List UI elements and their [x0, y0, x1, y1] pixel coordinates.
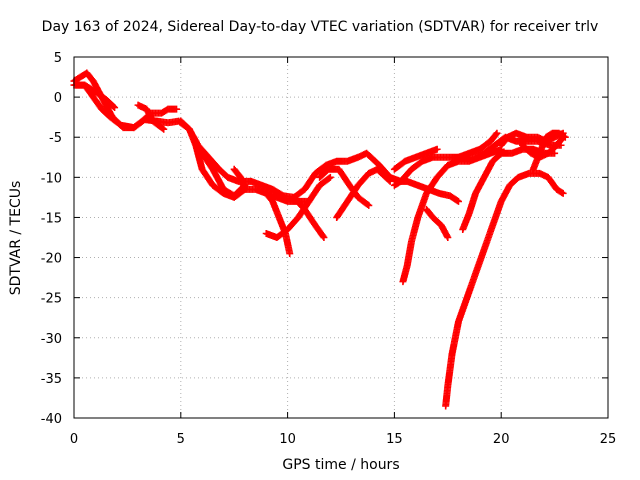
data-point [241, 185, 249, 193]
data-point [433, 145, 441, 153]
data-point [444, 234, 452, 241]
y-tick-label: 0 [54, 91, 62, 106]
plot-frame [73, 56, 609, 419]
data-point [320, 234, 328, 241]
series-arc-15 [390, 145, 441, 173]
data-point [319, 232, 327, 240]
data-point [558, 189, 566, 197]
x-axis-label: GPS time / hours [282, 457, 400, 473]
data-point [160, 125, 168, 133]
data-point [365, 201, 373, 209]
data-point [385, 176, 393, 184]
series-arc-7 [230, 165, 249, 193]
data-point [325, 174, 333, 182]
data-point [386, 177, 394, 185]
series-arc-4 [134, 101, 168, 133]
data-point [110, 103, 118, 111]
grid [74, 57, 608, 418]
series-arc-10 [290, 193, 328, 241]
series-arc-19 [454, 129, 501, 161]
y-tick-label: -25 [41, 292, 62, 307]
series-arc-3 [72, 81, 119, 112]
data-point [173, 105, 181, 113]
y-tick-label: -5 [49, 131, 62, 146]
series-arc-13 [390, 177, 462, 205]
chart-title: Day 163 of 2024, Sidereal Day-to-day VTE… [41, 19, 599, 35]
y-tick-label: -15 [41, 211, 62, 226]
data-point [559, 133, 567, 141]
data-point [558, 134, 566, 142]
data-point [454, 197, 462, 205]
series-arc-22 [519, 133, 567, 161]
y-tick-label: -20 [41, 252, 62, 267]
data-point [159, 124, 167, 132]
series-arc-11 [316, 165, 373, 209]
series-arc-6 [190, 133, 249, 200]
x-tick-label: 5 [177, 432, 185, 447]
series-arc-16 [422, 205, 452, 241]
series-arc-17 [442, 169, 567, 410]
y-axis-label: SDTVAR / TECUs [8, 180, 24, 296]
x-tick-label: 0 [70, 432, 78, 447]
y-tick-label: -10 [41, 171, 62, 186]
axes: 0 5 10 15 20 25 5 0 -5 -10 -15 -20 -25 -30 -35 -40 [41, 51, 617, 447]
data-marks [70, 69, 569, 410]
data-point [493, 129, 501, 137]
x-tick-label: 20 [493, 432, 510, 447]
data-point [492, 130, 500, 138]
data-point [364, 201, 372, 209]
data-point [326, 173, 334, 181]
y-tick-label: -30 [41, 332, 62, 347]
x-tick-label: 10 [279, 432, 296, 447]
y-tick-label: -40 [41, 412, 62, 427]
series-arc-12 [333, 165, 394, 221]
data-point [111, 104, 119, 112]
data-point [559, 189, 567, 197]
x-tick-label: 15 [386, 432, 403, 447]
series-arc-14 [399, 145, 505, 286]
y-tick-label: -35 [41, 372, 62, 387]
y-tick-label: 5 [54, 51, 62, 66]
x-tick-label: 25 [600, 432, 617, 447]
data-point [286, 250, 294, 258]
data-point [453, 197, 461, 205]
